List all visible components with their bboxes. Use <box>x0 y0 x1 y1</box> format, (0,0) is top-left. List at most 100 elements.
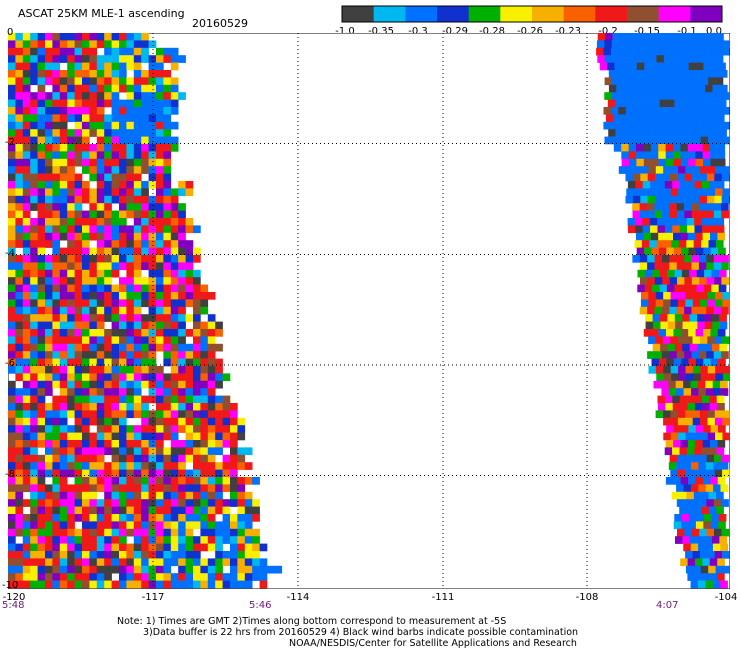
data-cell <box>185 417 194 426</box>
data-cell <box>96 225 105 234</box>
data-cell <box>681 99 690 108</box>
data-cell <box>148 299 157 308</box>
data-cell <box>133 277 142 285</box>
data-cell <box>640 299 649 308</box>
data-cell <box>104 203 112 211</box>
data-cell <box>692 47 700 56</box>
data-cell <box>252 536 260 544</box>
data-cell <box>666 425 674 433</box>
data-cell <box>156 314 164 322</box>
data-cell <box>45 410 53 419</box>
data-cell <box>689 343 698 352</box>
data-cell <box>642 225 651 234</box>
data-cell <box>230 477 238 485</box>
data-cell <box>178 410 186 419</box>
data-cell <box>711 269 720 278</box>
data-cell <box>655 299 664 308</box>
data-cell <box>665 144 674 152</box>
data-cell <box>666 62 675 71</box>
data-cell <box>708 136 716 145</box>
data-cell <box>693 136 701 145</box>
data-cell <box>37 521 46 530</box>
data-cell <box>52 181 61 189</box>
data-cell <box>604 136 613 145</box>
data-cell <box>37 203 46 211</box>
data-cell <box>178 240 186 248</box>
data-cell <box>689 284 697 293</box>
data-cell <box>608 129 616 137</box>
data-cell <box>702 232 711 241</box>
data-cell <box>692 195 700 204</box>
data-cell <box>141 299 149 308</box>
data-cell <box>96 173 105 182</box>
data-cell <box>163 469 172 478</box>
data-cell <box>717 329 726 337</box>
data-cell <box>74 92 83 100</box>
data-cell <box>148 358 157 367</box>
data-cell <box>640 173 648 182</box>
data-cell <box>22 351 31 359</box>
data-cell <box>604 92 612 100</box>
data-cell <box>89 218 98 226</box>
data-cell <box>704 314 713 322</box>
data-cell <box>625 195 634 204</box>
data-cell <box>650 144 659 152</box>
data-cell <box>654 277 663 285</box>
data-cell <box>45 269 53 278</box>
data-cell <box>37 33 46 41</box>
data-cell <box>141 521 149 530</box>
data-cell <box>104 477 112 485</box>
data-cell <box>119 417 127 426</box>
data-cell <box>163 277 172 285</box>
data-cell <box>82 240 90 248</box>
data-cell <box>607 99 616 108</box>
data-cell <box>671 491 680 500</box>
data-cell <box>37 321 46 330</box>
data-cell <box>104 292 112 300</box>
legend-label: -0.29 <box>442 26 468 37</box>
time-label-right: 4:07 <box>656 600 679 611</box>
data-cell <box>714 410 723 419</box>
data-cell <box>666 247 674 256</box>
data-cell <box>669 351 677 359</box>
data-cell <box>96 218 105 226</box>
data-cell <box>133 440 142 448</box>
data-cell <box>652 284 660 293</box>
data-cell <box>15 195 24 204</box>
data-cell <box>52 144 61 152</box>
data-cell <box>705 484 714 493</box>
data-cell <box>133 558 142 567</box>
data-cell <box>673 521 682 530</box>
data-cell <box>222 432 231 441</box>
data-cell <box>74 151 83 160</box>
data-cell <box>714 173 722 182</box>
data-cell <box>698 203 707 211</box>
data-cell <box>30 506 38 515</box>
data-cell <box>89 358 98 367</box>
data-cell <box>655 47 663 56</box>
data-cell <box>700 410 708 419</box>
data-cell <box>699 173 708 182</box>
data-cell <box>701 33 709 41</box>
data-cell <box>8 240 16 248</box>
data-cell <box>8 477 16 485</box>
data-cell <box>222 551 231 559</box>
data-cell <box>111 521 120 530</box>
data-cell <box>37 292 46 300</box>
data-cell <box>244 521 253 530</box>
data-cell <box>37 558 46 567</box>
data-cell <box>707 92 716 100</box>
data-cell <box>658 158 667 167</box>
data-cell <box>603 121 612 130</box>
data-cell <box>126 403 135 411</box>
data-cell <box>156 84 164 93</box>
data-cell <box>96 84 105 93</box>
data-cell <box>712 543 721 552</box>
data-cell <box>52 40 61 49</box>
data-cell <box>163 454 172 463</box>
data-cell <box>170 417 179 426</box>
data-cell <box>119 62 127 71</box>
data-cell <box>82 107 90 115</box>
data-cell <box>74 240 83 248</box>
data-cell <box>170 440 179 448</box>
